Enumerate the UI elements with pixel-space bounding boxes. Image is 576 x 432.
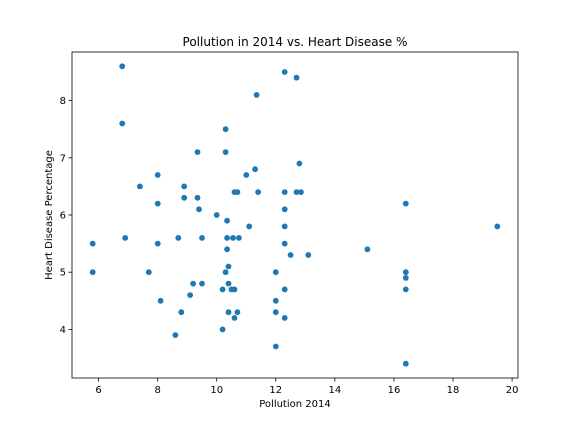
data-point-10: [157, 297, 164, 304]
x-tick-label: 16: [388, 385, 401, 396]
data-point-18: [194, 149, 201, 156]
data-point-23: [213, 212, 220, 218]
axis-ticks: 6 8 10 12 14 16 18 20 4 5 6 7 8: [60, 96, 519, 396]
data-point-26: [222, 126, 229, 133]
data-point-14: [181, 183, 188, 190]
data-point-56: [281, 240, 288, 247]
x-tick-label: 6: [95, 385, 101, 396]
data-point-31: [224, 246, 231, 253]
data-point-40: [234, 189, 241, 196]
data-point-15: [181, 194, 188, 201]
y-tick-label: 6: [60, 211, 66, 222]
data-point-57: [281, 286, 288, 293]
data-point-0: [89, 240, 96, 247]
data-point-45: [252, 166, 258, 173]
data-point-42: [236, 235, 242, 241]
x-tick-label: 14: [329, 385, 342, 396]
data-point-65: [364, 246, 371, 253]
data-point-13: [178, 309, 185, 316]
data-point-12: [175, 235, 182, 241]
x-tick-label: 18: [447, 385, 460, 396]
y-axis-label: Heart Disease Percentage: [44, 150, 55, 280]
data-point-66: [402, 200, 409, 207]
data-point-30: [224, 235, 231, 241]
data-point-3: [119, 120, 126, 127]
data-point-24: [219, 286, 226, 293]
data-point-34: [225, 309, 232, 316]
data-point-62: [296, 160, 303, 167]
data-point-29: [224, 217, 231, 224]
data-point-60: [293, 74, 300, 81]
data-points: [89, 63, 501, 367]
data-point-50: [272, 309, 279, 316]
data-point-27: [222, 149, 229, 156]
data-point-67: [402, 269, 409, 276]
data-point-59: [287, 252, 294, 258]
data-point-52: [281, 69, 288, 75]
data-point-39: [231, 315, 238, 321]
data-point-63: [298, 189, 304, 196]
data-point-1: [89, 269, 96, 276]
data-point-61: [293, 189, 300, 196]
data-point-64: [305, 252, 312, 258]
data-point-17: [190, 280, 197, 287]
y-tick-label: 4: [60, 325, 66, 336]
data-point-8: [154, 200, 161, 207]
data-point-6: [145, 269, 152, 276]
data-point-7: [154, 172, 161, 178]
data-point-33: [225, 280, 232, 287]
chart-title: Pollution in 2014 vs. Heart Disease %: [183, 35, 408, 49]
data-point-51: [272, 343, 279, 350]
x-tick-label: 8: [154, 385, 160, 396]
data-point-68: [402, 275, 409, 281]
data-point-25: [219, 326, 226, 333]
data-point-69: [402, 286, 409, 293]
data-point-5: [137, 183, 143, 190]
data-point-43: [243, 172, 250, 178]
data-point-46: [253, 92, 260, 98]
data-point-41: [234, 309, 241, 316]
plot-frame: [71, 51, 519, 379]
x-tick-label: 12: [269, 385, 282, 396]
y-tick-label: 7: [60, 153, 66, 164]
data-point-4: [122, 235, 129, 241]
data-point-22: [199, 280, 205, 287]
data-point-49: [272, 297, 279, 304]
data-point-2: [119, 63, 126, 70]
data-point-21: [199, 235, 205, 241]
data-point-38: [231, 286, 238, 293]
data-point-53: [281, 189, 288, 196]
x-axis-label: Pollution 2014: [259, 399, 330, 410]
x-tick-label: 10: [210, 385, 223, 396]
x-tick-label: 20: [506, 385, 519, 396]
data-point-58: [281, 315, 288, 321]
data-point-28: [222, 269, 229, 276]
data-point-48: [272, 269, 279, 276]
data-point-9: [154, 240, 161, 247]
data-point-32: [225, 263, 232, 270]
y-tick-label: 5: [60, 268, 66, 279]
data-point-55: [281, 223, 288, 230]
data-point-54: [281, 206, 288, 213]
data-point-11: [172, 332, 179, 338]
data-point-36: [230, 235, 236, 241]
data-point-47: [255, 189, 261, 196]
data-point-70: [402, 360, 409, 367]
data-point-16: [187, 292, 194, 298]
y-tick-label: 8: [60, 96, 66, 107]
data-point-19: [194, 194, 201, 201]
data-point-44: [246, 223, 253, 230]
data-point-71: [494, 223, 501, 230]
data-point-20: [196, 206, 202, 213]
